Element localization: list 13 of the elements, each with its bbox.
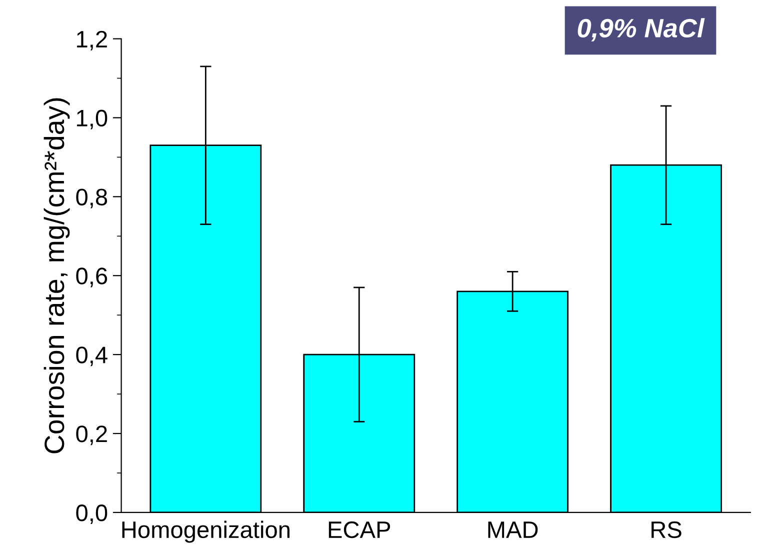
x-tick-label: MAD [488, 522, 538, 538]
annotation: 0,9% NaCl [578, 18, 705, 42]
y-tick-label: 1,2 [77, 30, 107, 50]
x-tick-label: RS [652, 521, 682, 538]
y-axis-title: Corrosion rate, mg/(cm²*day) [44, 98, 70, 454]
y-tick-label: 0,6 [76, 268, 108, 288]
x-tick-label: ECAP [328, 521, 390, 538]
y-tick-label: 1,0 [77, 110, 108, 130]
y-tick-label: 0,4 [76, 346, 108, 366]
y-tick-label: 0,2 [76, 426, 107, 446]
x-tick-label: Homogenization [122, 520, 290, 543]
y-tick-label: 0,8 [76, 188, 108, 208]
y-tick-label: 0,0 [76, 504, 108, 524]
